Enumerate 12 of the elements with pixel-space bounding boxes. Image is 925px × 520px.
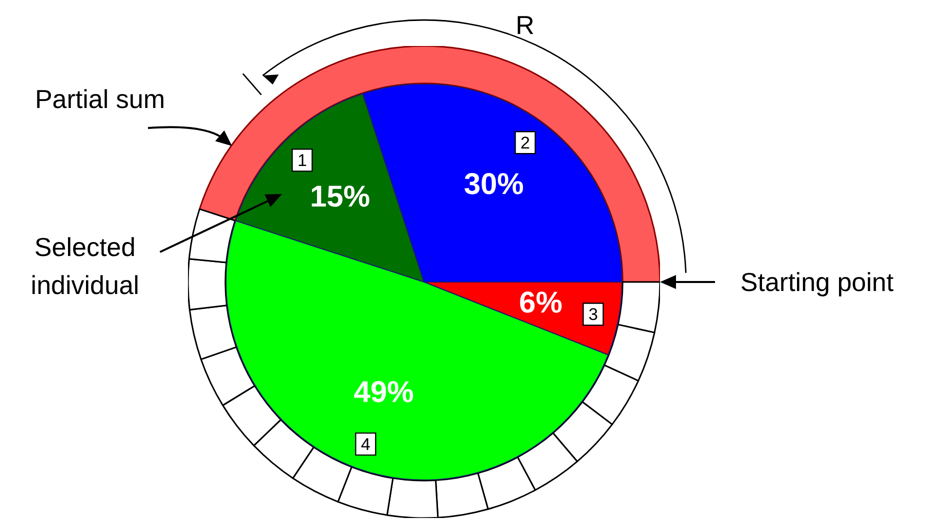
data-label: 49% — [354, 376, 414, 410]
data-label: 6% — [519, 286, 562, 320]
text: Partial sum — [34, 83, 166, 116]
slice-label: 4 — [360, 434, 370, 454]
slice-label: 1 — [297, 150, 307, 170]
data-label: 30% — [464, 168, 524, 202]
data-label: 15% — [310, 180, 370, 214]
text: R — [514, 9, 536, 42]
text: Starting point — [739, 266, 895, 299]
slice-label: 3 — [588, 304, 598, 324]
slice-label: 2 — [520, 133, 530, 152]
text: Selected individual — [30, 231, 140, 302]
